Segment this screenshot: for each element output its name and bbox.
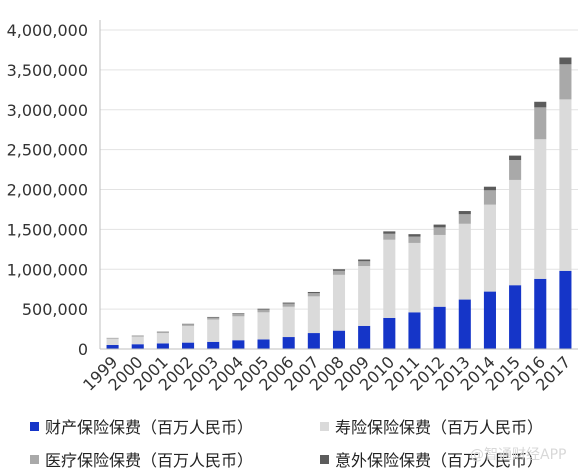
bar-segment-2 — [534, 107, 547, 140]
legend-label-accident: 意外保险保费（百万人民币） — [335, 451, 544, 470]
bar-segment-0 — [282, 337, 295, 349]
bar-segment-2 — [483, 190, 496, 205]
bar-segment-2 — [307, 293, 320, 297]
legend-swatch-health — [30, 454, 39, 464]
bar-segment-2 — [433, 227, 446, 235]
bar-segment-1 — [182, 325, 195, 343]
bar-segment-1 — [433, 234, 446, 307]
bar-segment-1 — [559, 99, 572, 271]
bar-segment-1 — [307, 296, 320, 334]
bar-segment-0 — [458, 299, 471, 349]
legend-swatch-accident — [320, 454, 329, 464]
legend-item-property: 财产保险保费（百万人民币） — [30, 414, 253, 438]
bar-segment-0 — [534, 278, 547, 349]
bar-segment-3 — [559, 57, 572, 65]
y-tick-label: 0 — [78, 340, 88, 359]
bar-segment-2 — [156, 332, 169, 334]
bar-segment-3 — [307, 291, 320, 294]
bar-segment-3 — [358, 259, 371, 262]
bar-segment-3 — [207, 316, 220, 318]
bar-segment-2 — [332, 270, 346, 275]
bar-segment-3 — [408, 234, 421, 237]
bar-segment-1 — [383, 239, 396, 318]
bar-segment-0 — [332, 330, 346, 349]
bar-segment-2 — [257, 309, 270, 313]
bar-segment-2 — [232, 313, 245, 317]
legend-label-property: 财产保险保费（百万人民币） — [45, 418, 254, 437]
bar-segment-3 — [332, 269, 346, 271]
bar-segment-1 — [106, 338, 119, 346]
bar-segment-0 — [433, 306, 446, 349]
bar-segment-0 — [383, 317, 396, 349]
bar-segment-2 — [282, 303, 295, 307]
bar-segment-2 — [358, 261, 371, 267]
bar-segment-0 — [559, 270, 572, 349]
bar-segment-2 — [383, 233, 396, 240]
bar-segment-1 — [131, 336, 144, 345]
bar-segment-1 — [408, 242, 421, 313]
y-tick-label: 4,000,000 — [7, 21, 88, 40]
bar-segment-0 — [483, 291, 496, 349]
bar-segment-3 — [534, 101, 547, 108]
bar-segment-2 — [509, 159, 522, 180]
legend-swatch-property — [30, 421, 39, 431]
bar-segment-3 — [458, 211, 471, 215]
bar-segment-1 — [358, 266, 371, 326]
bar-segment-0 — [207, 341, 220, 349]
y-tick-label: 500,000 — [22, 300, 88, 319]
bar-segment-3 — [383, 231, 396, 234]
bar-segment-0 — [358, 325, 371, 349]
legend: 财产保险保费（百万人民币） 寿险保险保费（百万人民币） 医疗保险保费（百万人民币… — [0, 402, 588, 472]
y-axis: 0 500,000 1,000,000 1,500,000 2,000,000 2,500… — [7, 20, 101, 359]
y-tick-label: 3,500,000 — [7, 61, 88, 80]
bar-segment-3 — [282, 302, 295, 304]
bar-segment-0 — [106, 345, 119, 349]
bar-segment-0 — [182, 342, 195, 349]
bar-segment-3 — [232, 313, 245, 314]
bar-segment-0 — [307, 333, 320, 349]
legend-item-accident: 意外保险保费（百万人民币） — [320, 447, 543, 471]
y-tick-label: 2,500,000 — [7, 141, 88, 160]
bar-segment-1 — [483, 204, 496, 292]
legend-item-life: 寿险保险保费（百万人民币） — [320, 414, 543, 438]
bar-segment-2 — [559, 64, 572, 100]
bar-segment-3 — [257, 308, 270, 310]
bar-segment-1 — [257, 312, 270, 340]
bar-segment-2 — [182, 324, 195, 326]
bars — [106, 57, 572, 349]
bar-segment-2 — [408, 236, 421, 243]
bar-segment-3 — [433, 224, 446, 228]
bar-segment-0 — [232, 340, 245, 349]
bar-segment-2 — [207, 317, 220, 320]
bar-segment-3 — [483, 186, 496, 191]
bar-segment-0 — [509, 285, 522, 349]
bar-segment-1 — [156, 333, 169, 344]
legend-label-life: 寿险保险保费（百万人民币） — [335, 418, 544, 437]
bar-segment-3 — [509, 155, 522, 160]
bar-segment-1 — [207, 319, 220, 342]
bar-segment-2 — [131, 336, 144, 337]
bar-segment-1 — [509, 179, 522, 286]
y-tick-label: 1,500,000 — [7, 220, 88, 239]
y-tick-label: 1,000,000 — [7, 260, 88, 279]
x-axis: 1999200020012002200320042005200620072008… — [79, 348, 578, 395]
grid-lines — [100, 29, 578, 310]
bar-segment-1 — [458, 223, 471, 300]
bar-segment-0 — [156, 343, 169, 349]
y-tick-label: 2,000,000 — [7, 181, 88, 200]
bar-segment-0 — [257, 339, 270, 349]
bar-chart: 0 500,000 1,000,000 1,500,000 2,000,000 2,500… — [7, 20, 578, 395]
y-tick-label: 3,000,000 — [7, 101, 88, 120]
bar-segment-1 — [534, 139, 547, 279]
legend-label-health: 医疗保险保费（百万人民币） — [45, 451, 254, 470]
legend-swatch-life — [320, 421, 329, 431]
legend-item-health: 医疗保险保费（百万人民币） — [30, 447, 253, 471]
bar-segment-2 — [458, 214, 471, 224]
bar-segment-0 — [131, 344, 144, 349]
bar-segment-1 — [332, 274, 346, 331]
bar-segment-1 — [282, 306, 295, 338]
bar-segment-1 — [232, 316, 245, 341]
bar-segment-0 — [408, 312, 421, 349]
watermark: @智通财经APP — [470, 447, 567, 463]
